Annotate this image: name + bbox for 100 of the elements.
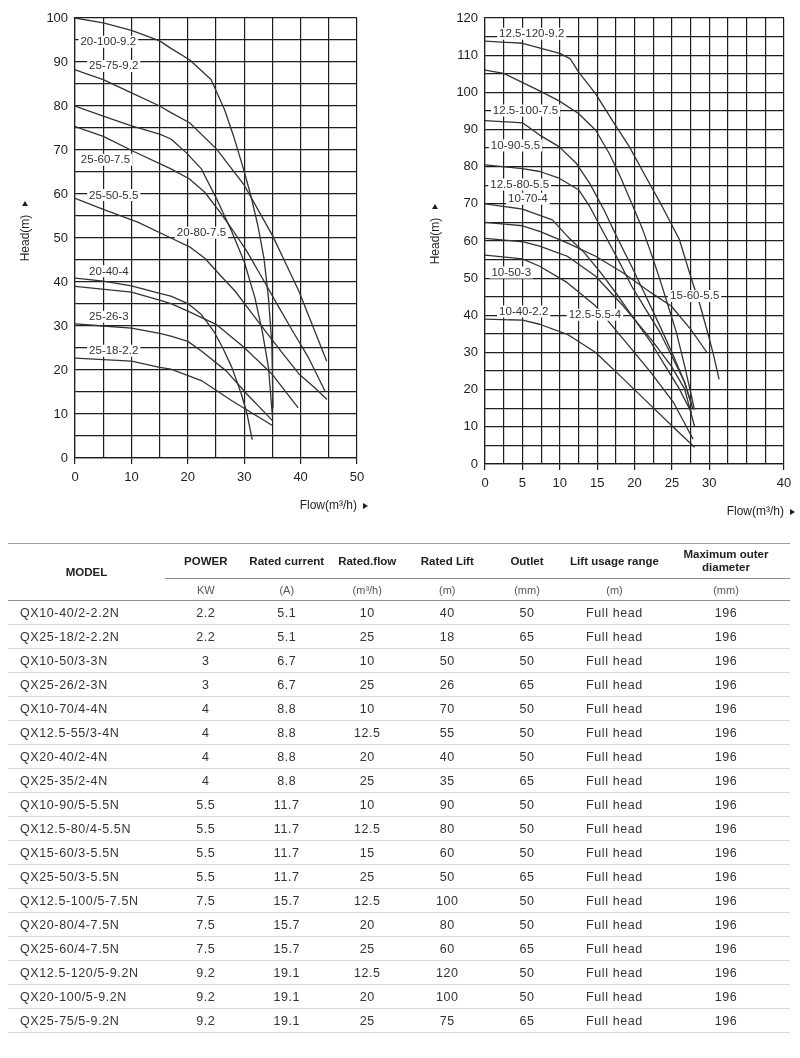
- category-label: QX25-75/5-9.2N: [20, 1013, 120, 1028]
- data-label: 5.5: [196, 845, 216, 860]
- x-tick-label: 30: [702, 475, 717, 491]
- category-label: QX12.5-120/5-9.2N: [20, 965, 139, 980]
- data-label: 6.7: [277, 677, 297, 692]
- data-label: Full head: [586, 605, 643, 620]
- category-label: QX15-60/3-5.5N: [20, 845, 120, 860]
- category-label: QX25-60/4-7.5N: [20, 941, 120, 956]
- data-label: 4: [201, 773, 210, 788]
- y-axis-title: Head(m): [427, 217, 442, 265]
- data-label: 20: [359, 749, 375, 764]
- data-label: Full head: [586, 893, 643, 908]
- data-label: Full head: [586, 917, 643, 932]
- data-label: 11.7: [273, 869, 300, 884]
- series-label: 25-60-7.5: [80, 153, 131, 166]
- data-label: 18: [439, 629, 455, 644]
- y-tick-label: 70: [463, 195, 479, 211]
- text: Rated current: [249, 554, 325, 568]
- data-label: Full head: [586, 629, 643, 644]
- series-label: 20-40-4: [89, 264, 130, 277]
- y-tick-label: 60: [53, 185, 69, 201]
- data-label: 65: [519, 869, 535, 884]
- category-label: QX10-90/5-5.5N: [20, 797, 120, 812]
- y-tick-label: 80: [463, 158, 479, 174]
- data-label: 196: [714, 845, 738, 860]
- data-label: Full head: [586, 773, 643, 788]
- category-label: QX12.5-55/3-4N: [20, 725, 120, 740]
- data-label: 7.5: [196, 893, 216, 908]
- data-label: 196: [714, 941, 738, 956]
- data-label: 40: [439, 749, 455, 764]
- data-label: Full head: [586, 989, 643, 1004]
- data-label: 5.5: [196, 869, 216, 884]
- x-tick-label: 30: [237, 469, 252, 485]
- data-label: 12.5: [353, 821, 381, 836]
- y-tick-label: 10: [53, 405, 69, 421]
- text: Rated Lift: [420, 554, 474, 568]
- category-label: QX12.5-100/5-7.5N: [20, 893, 139, 908]
- data-label: 50: [519, 893, 535, 908]
- data-label: 65: [519, 941, 535, 956]
- data-label: 15.7: [273, 893, 301, 908]
- data-label: 9.2: [196, 989, 216, 1004]
- data-label: Full head: [586, 869, 643, 884]
- series-label: 10-70-4: [508, 192, 549, 205]
- data-label: 50: [439, 653, 455, 668]
- x-tick-label: 5: [518, 475, 527, 491]
- data-label: Full head: [586, 845, 643, 860]
- series-label: 10-40-2.2: [499, 304, 549, 317]
- data-label: 2.2: [196, 605, 216, 620]
- category-label: QX25-50/3-5.5N: [20, 869, 120, 884]
- data-label: Full head: [586, 797, 643, 812]
- data-label: 50: [519, 605, 535, 620]
- y-tick-label: 30: [463, 344, 479, 360]
- data-label: 196: [714, 965, 738, 980]
- data-label: 15.7: [273, 917, 301, 932]
- text: (m): [606, 583, 623, 596]
- data-label: 196: [714, 605, 738, 620]
- series-label: 25-18-2.2: [89, 344, 139, 357]
- data-label: 12.5: [353, 965, 381, 980]
- y-tick-label: 90: [463, 121, 479, 137]
- data-label: 8.8: [277, 701, 297, 716]
- text: Lift usage range: [570, 554, 659, 568]
- data-label: Full head: [586, 725, 643, 740]
- data-label: 15: [359, 845, 375, 860]
- data-label: 26: [439, 677, 455, 692]
- data-label: 2.2: [196, 629, 216, 644]
- x-tick-label: 15: [589, 475, 605, 491]
- y-tick-label: 80: [53, 97, 69, 113]
- data-label: 55: [439, 725, 455, 740]
- data-label: 40: [439, 605, 455, 620]
- data-label: 196: [714, 701, 738, 716]
- series-label: 25-26-3: [89, 310, 129, 323]
- data-label: 50: [519, 965, 535, 980]
- text: (m³/h): [352, 583, 382, 596]
- data-label: 25: [359, 677, 375, 692]
- x-tick-label: 10: [124, 469, 139, 485]
- data-label: Full head: [586, 677, 643, 692]
- data-label: 20: [359, 989, 375, 1004]
- series-label: 15-60-5.5: [670, 289, 720, 302]
- data-label: 50: [519, 653, 535, 668]
- data-label: 196: [714, 821, 738, 836]
- data-label: 50: [519, 917, 535, 932]
- data-label: 5.1: [277, 605, 297, 620]
- category-label: QX10-50/3-3N: [20, 653, 108, 668]
- y-tick-label: 70: [53, 141, 69, 157]
- data-label: 50: [519, 749, 535, 764]
- x-tick-label: 25: [664, 475, 680, 491]
- data-label: 3: [201, 677, 210, 692]
- category-label: QX25-18/2-2.2N: [20, 629, 120, 644]
- data-label: 20: [359, 917, 375, 932]
- y-tick-label: 30: [53, 317, 69, 333]
- data-label: 4: [201, 725, 210, 740]
- series-label: 25-75-9.2: [89, 59, 139, 72]
- data-label: 9.2: [196, 1013, 216, 1028]
- data-label: Full head: [586, 941, 643, 956]
- data-label: 75: [439, 1013, 455, 1028]
- data-label: 25: [359, 629, 375, 644]
- data-label: 8.8: [277, 725, 297, 740]
- data-label: 5.5: [196, 821, 216, 836]
- data-label: 196: [714, 749, 738, 764]
- series-label: 10-90-5.5: [490, 138, 541, 151]
